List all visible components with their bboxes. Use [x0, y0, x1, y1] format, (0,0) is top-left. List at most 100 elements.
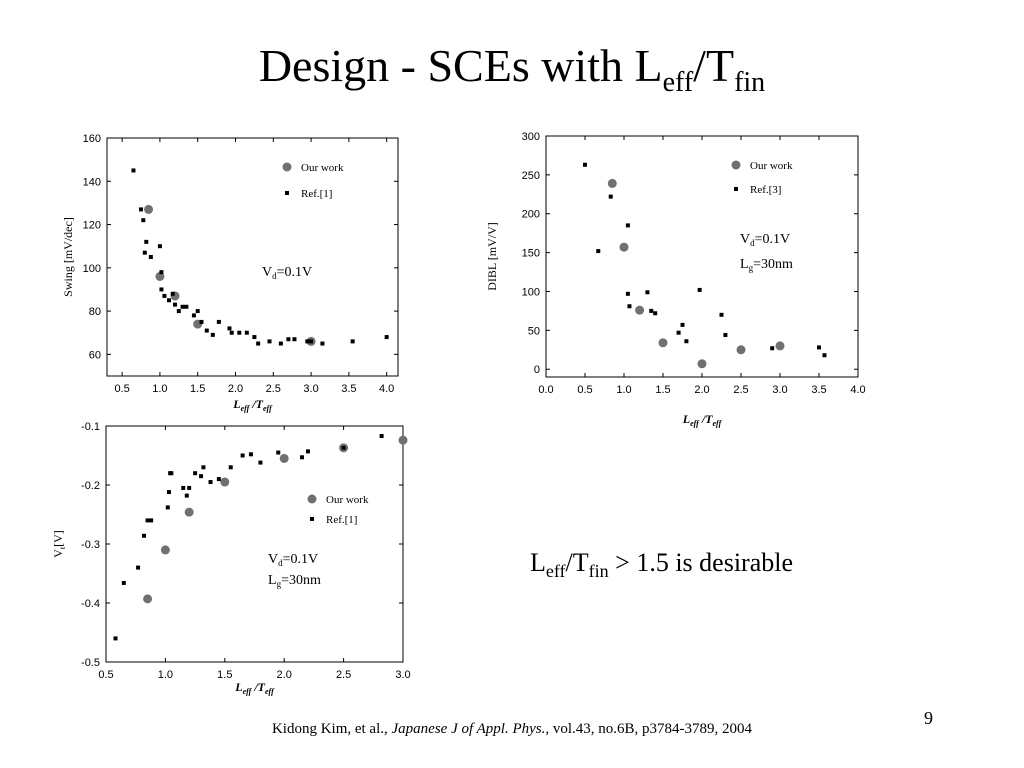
- ref-point: [157, 244, 162, 249]
- ref-point: [719, 312, 724, 317]
- annotation-vd: Vd=0.1V: [268, 552, 318, 568]
- ref-point: [142, 250, 147, 255]
- y-tick-label: 250: [522, 170, 540, 182]
- y-tick-label: 100: [83, 263, 101, 275]
- ref-point: [159, 287, 164, 292]
- ref-point: [300, 455, 305, 460]
- ref-point: [244, 330, 249, 335]
- x-tick-label: 1.0: [158, 669, 173, 681]
- our-work-point: [144, 204, 154, 214]
- ref-point: [149, 518, 154, 523]
- ref-point: [350, 339, 355, 344]
- y-axis-label: DIBL [mV/V]: [485, 222, 499, 291]
- annotation-lg: Lg=30nm: [268, 573, 321, 589]
- ref-point: [181, 485, 186, 490]
- our-work-point: [279, 453, 289, 463]
- ref-point: [210, 332, 215, 337]
- x-tick-label: 3.0: [395, 669, 410, 681]
- ref-point: [141, 218, 146, 223]
- ref-point: [320, 341, 325, 346]
- our-work-point: [607, 178, 617, 188]
- ref-point: [286, 337, 291, 342]
- ref-point: [583, 162, 587, 167]
- y-tick-label: 200: [522, 209, 540, 221]
- ref-point: [649, 308, 654, 313]
- ref-point: [166, 490, 171, 495]
- y-tick-label: 150: [522, 248, 540, 260]
- y-tick-label: 300: [522, 131, 540, 143]
- legend-ref-marker: [310, 517, 314, 521]
- citation-authors: Kidong Kim, et al.,: [271, 721, 392, 737]
- x-tick-label: 2.0: [694, 384, 709, 396]
- y-tick-label: -0.3: [81, 539, 100, 551]
- x-tick-label: 3.0: [303, 383, 318, 395]
- citation-details: , vol.43, no.6B, p3784-3789, 2004: [545, 721, 753, 737]
- ref-point: [195, 309, 200, 314]
- x-tick-label: 1.5: [655, 384, 670, 396]
- ref-point: [173, 302, 178, 307]
- x-tick-label: 1.5: [190, 383, 205, 395]
- ref-point: [145, 518, 150, 523]
- ref-point: [384, 335, 389, 340]
- citation-journal: Japanese J of Appl. Phys.: [391, 721, 546, 737]
- our-work-point: [220, 477, 230, 487]
- title-text: Design - SCEs with L: [258, 40, 663, 91]
- y-tick-label: 120: [83, 220, 101, 232]
- x-tick-label: 4.0: [850, 384, 865, 396]
- ref-point: [228, 465, 233, 470]
- x-tick-label: 1.5: [217, 669, 232, 681]
- ref-point: [379, 434, 384, 439]
- x-tick-label: 2.5: [336, 669, 351, 681]
- ref-point: [252, 335, 257, 340]
- ref-point: [276, 450, 281, 455]
- ref-point: [131, 168, 136, 173]
- y-axis-label: Swing [mV/dec]: [61, 217, 75, 297]
- ref-point: [121, 580, 126, 585]
- ref-point: [341, 445, 346, 450]
- ref-point: [170, 291, 175, 296]
- our-work-point: [736, 345, 746, 355]
- x-axis-label: Leff /Teff: [682, 412, 723, 428]
- legend-our-work-marker: [307, 494, 317, 504]
- ref-point: [216, 319, 221, 324]
- legend-ref-label: Ref.[1]: [326, 514, 357, 526]
- ref-point: [723, 333, 728, 338]
- title-subscript-eff: eff: [662, 67, 694, 98]
- legend-our-work-label: Our work: [326, 494, 369, 506]
- legend-ref-marker: [734, 187, 738, 191]
- our-work-point: [143, 594, 153, 604]
- ref-point: [684, 339, 689, 344]
- ref-point: [204, 328, 209, 333]
- ref-point: [817, 345, 821, 350]
- y-tick-label: 100: [522, 286, 540, 298]
- x-tick-label: 0.5: [114, 383, 129, 395]
- y-tick-label: -0.5: [81, 657, 100, 669]
- ref-point: [822, 353, 827, 358]
- title-text-t: /T: [693, 40, 735, 91]
- ref-point: [187, 485, 192, 490]
- x-tick-label: 4.0: [379, 383, 394, 395]
- ref-point: [625, 291, 630, 296]
- ref-point: [165, 505, 170, 510]
- legend-ref-marker: [285, 191, 289, 195]
- note-text-t: /T: [565, 548, 589, 577]
- ref-point: [144, 239, 149, 244]
- ref-point: [258, 460, 263, 465]
- ref-point: [184, 304, 189, 309]
- ref-point: [292, 337, 297, 342]
- x-tick-label: 2.0: [277, 669, 292, 681]
- ref-point: [162, 293, 167, 298]
- note-subscript-eff: eff: [545, 561, 566, 581]
- legend-our-work-marker: [731, 160, 741, 170]
- ref-point: [305, 339, 310, 344]
- slide-number: 9: [924, 708, 933, 728]
- ref-point: [229, 330, 234, 335]
- y-tick-label: 50: [528, 325, 540, 337]
- ref-point: [136, 565, 141, 570]
- y-tick-label: 140: [83, 176, 101, 188]
- y-tick-label: 60: [89, 349, 101, 361]
- ref-point: [608, 194, 613, 199]
- ref-point: [770, 346, 775, 351]
- y-tick-label: 160: [83, 133, 101, 145]
- ref-point: [596, 249, 601, 254]
